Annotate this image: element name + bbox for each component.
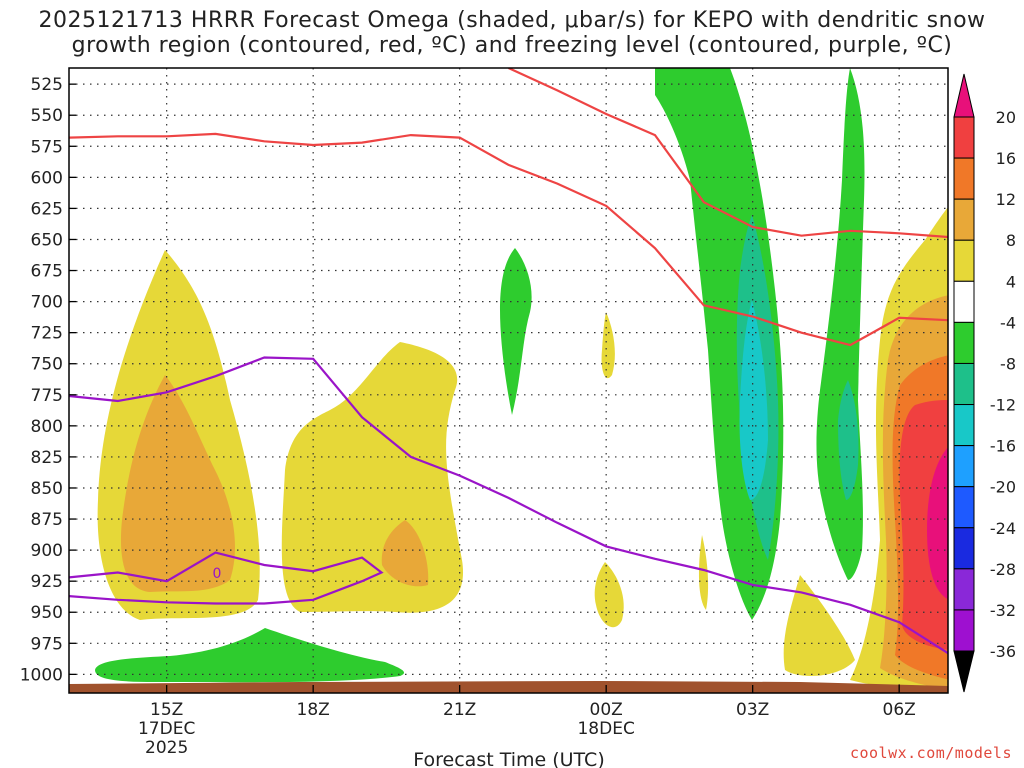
colorbar-label: 12 — [996, 190, 1016, 209]
colorbar-label: 4 — [1006, 272, 1016, 291]
x-tick-label: 15Z — [150, 700, 183, 720]
omega-shading — [95, 68, 948, 690]
freezing-level-contour-main — [69, 356, 948, 655]
colorbar-swatch — [953, 321, 975, 364]
y-tick-label: 1000 — [20, 665, 63, 685]
colorbar-label: -36 — [990, 642, 1016, 661]
y-tick-label: 700 — [31, 293, 63, 313]
omega-region-yellow — [281, 342, 464, 613]
site-credit: coolwx.com/models — [849, 744, 1012, 762]
plot-frame — [68, 67, 949, 694]
omega-region-yellow — [601, 312, 615, 379]
y-tick-label: 550 — [31, 106, 63, 126]
chart-title-line1: 2025121713 HRRR Forecast Omega (shaded, … — [38, 8, 986, 33]
colorbar-swatch — [953, 280, 975, 323]
colorbar-swatch — [953, 527, 975, 570]
chart-title-line2: growth region (contoured, red, ºC) and f… — [71, 33, 953, 58]
freezing-level-contour-label: 0 — [213, 566, 222, 582]
x-tick-year-label: 2025 — [145, 738, 188, 758]
omega-region-red — [899, 400, 948, 650]
y-tick-label: 600 — [31, 168, 63, 188]
omega-region-magenta — [927, 447, 948, 600]
colorbar-label: -28 — [990, 560, 1016, 579]
y-tick-label: 525 — [31, 75, 63, 95]
x-tick-date-label: 17DEC — [138, 719, 195, 739]
x-tick-label: 00Z — [590, 700, 623, 720]
omega-region-green — [95, 628, 405, 683]
omega-region-orange — [381, 520, 429, 587]
y-tick-label: 675 — [31, 262, 63, 282]
colorbar-swatch — [953, 198, 975, 241]
omega-region-yellow — [594, 562, 624, 628]
y-tick-label: 900 — [31, 541, 63, 561]
colorbar-swatch — [953, 116, 975, 159]
x-tick-date-label: 18DEC — [577, 719, 634, 739]
x-tick-label: 18Z — [297, 700, 330, 720]
omega-region-teal — [838, 380, 859, 500]
x-tick-label: 03Z — [736, 700, 769, 720]
y-tick-label: 625 — [31, 199, 63, 219]
y-tick-label: 875 — [31, 510, 63, 530]
omega-region-green — [816, 68, 865, 580]
y-tick-label: 750 — [31, 355, 63, 375]
y-axis: 525 550 575 600 625 650 675 700 725 750 775 800 825 8… — [20, 75, 76, 685]
x-axis-label: Forecast Time (UTC) — [413, 749, 604, 768]
y-tick-label: 950 — [31, 603, 63, 623]
colorbar-label: -20 — [990, 478, 1016, 497]
colorbar-swatch — [953, 239, 975, 282]
colorbar-label: -24 — [990, 519, 1016, 538]
colorbar-label: 16 — [996, 149, 1016, 168]
colorbar-label: -8 — [1000, 354, 1016, 373]
omega-region-orange — [120, 375, 235, 592]
x-tick-label: 21Z — [443, 700, 476, 720]
omega-region-yellow — [783, 575, 855, 676]
colorbar-swatch — [953, 362, 975, 406]
colorbar-swatch — [953, 445, 975, 488]
colorbar-swatch — [953, 568, 975, 611]
colorbar-legend: 20 16 12 8 4 -4 -8 -12 -16 -20 -24 -28 -32 -36 — [953, 73, 1016, 693]
colorbar-label: -12 — [990, 396, 1016, 415]
colorbar-label: -4 — [1000, 313, 1016, 332]
y-tick-label: 825 — [31, 448, 63, 468]
contour-lines — [69, 68, 948, 655]
y-tick-label: 725 — [31, 324, 63, 344]
colorbar-label: 8 — [1006, 231, 1016, 250]
dendritic-growth-contour-upper-boundary — [69, 132, 948, 347]
colorbar-swatch — [953, 404, 975, 447]
colorbar-top-arrow — [953, 73, 975, 118]
terrain-ground — [69, 681, 948, 693]
y-tick-label: 850 — [31, 479, 63, 499]
y-tick-label: 775 — [31, 386, 63, 406]
colorbar-swatch — [953, 157, 975, 200]
y-tick-label: 975 — [31, 634, 63, 654]
colorbar-swatch — [953, 486, 975, 529]
omega-region-green — [500, 248, 532, 415]
colorbar-label: 20 — [996, 108, 1016, 127]
y-tick-label: 800 — [31, 417, 63, 437]
omega-region-yellow — [698, 535, 709, 610]
y-tick-label: 650 — [31, 230, 63, 250]
colorbar-label: -16 — [990, 437, 1016, 456]
x-tick-label: 06Z — [883, 700, 916, 720]
y-tick-label: 925 — [31, 572, 63, 592]
y-tick-label: 575 — [31, 137, 63, 157]
colorbar-swatch — [953, 609, 975, 652]
freezing-level-contour-lower — [69, 551, 384, 605]
dendritic-growth-contour-lower-boundary — [508, 68, 948, 239]
colorbar-bottom-arrow — [953, 650, 975, 693]
colorbar-label: -32 — [990, 601, 1016, 620]
omega-region-cyan — [739, 300, 768, 500]
